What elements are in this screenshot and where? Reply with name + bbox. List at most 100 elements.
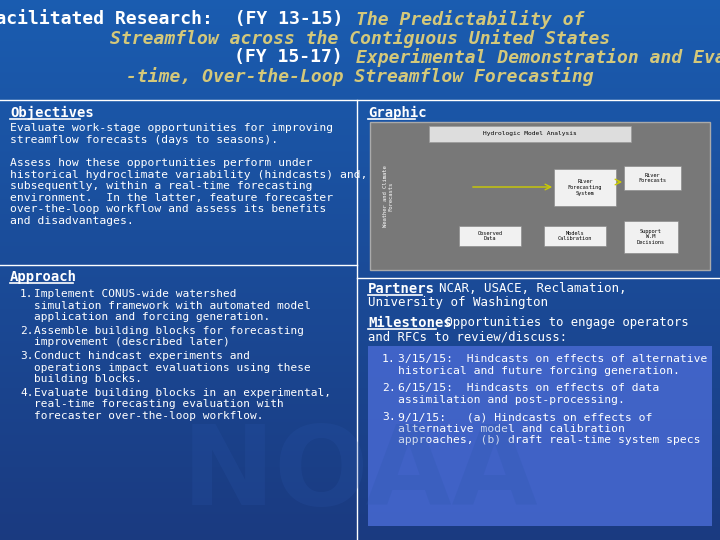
Bar: [0, 304, 720, 305]
Bar: [0, 228, 720, 229]
Bar: [0, 515, 720, 516]
Bar: [0, 36, 720, 37]
Bar: [0, 334, 720, 335]
Bar: [0, 144, 720, 145]
Bar: [0, 291, 720, 292]
Text: -time, Over-the-Loop Streamflow Forecasting: -time, Over-the-Loop Streamflow Forecast…: [126, 67, 594, 86]
Bar: [0, 498, 720, 499]
Bar: [0, 400, 720, 401]
Bar: [0, 537, 720, 538]
Bar: [0, 319, 720, 320]
Bar: [0, 508, 720, 509]
Bar: [0, 490, 720, 491]
Bar: [0, 386, 720, 387]
Bar: [0, 167, 720, 168]
Bar: [0, 388, 720, 389]
Bar: [0, 208, 720, 209]
Bar: [0, 165, 720, 166]
Bar: [0, 474, 720, 475]
FancyBboxPatch shape: [368, 346, 712, 526]
Bar: [0, 327, 720, 328]
Bar: [0, 412, 720, 413]
Bar: [0, 355, 720, 356]
Bar: [0, 354, 720, 355]
Bar: [0, 145, 720, 146]
Text: (FY 15-17): (FY 15-17): [235, 48, 354, 66]
Bar: [0, 181, 720, 182]
Bar: [0, 443, 720, 444]
Bar: [0, 158, 720, 159]
Bar: [0, 80, 720, 81]
Bar: [0, 476, 720, 477]
Bar: [0, 21, 720, 22]
Bar: [0, 225, 720, 226]
Bar: [0, 170, 720, 171]
Bar: [0, 177, 720, 178]
Bar: [0, 393, 720, 394]
Bar: [0, 335, 720, 336]
Bar: [0, 4, 720, 5]
Bar: [0, 211, 720, 212]
Bar: [0, 178, 720, 179]
Bar: [0, 120, 720, 121]
Bar: [0, 380, 720, 381]
Bar: [0, 404, 720, 405]
Bar: [0, 464, 720, 465]
Bar: [0, 428, 720, 429]
Bar: [0, 509, 720, 510]
Bar: [0, 442, 720, 443]
Bar: [0, 135, 720, 136]
Bar: [0, 531, 720, 532]
Bar: [0, 242, 720, 243]
Text: S&T Facilitated Research:  (FY 13-15): S&T Facilitated Research: (FY 13-15): [0, 10, 354, 28]
Bar: [0, 535, 720, 536]
Bar: [0, 155, 720, 156]
Text: Models
Calibration: Models Calibration: [558, 231, 592, 241]
Bar: [0, 168, 720, 169]
Bar: [0, 487, 720, 488]
Bar: [0, 533, 720, 534]
Bar: [0, 478, 720, 479]
Bar: [0, 512, 720, 513]
Bar: [0, 234, 720, 235]
Bar: [0, 161, 720, 162]
Bar: [0, 360, 720, 361]
Bar: [0, 397, 720, 398]
Bar: [0, 303, 720, 304]
Bar: [0, 337, 720, 338]
Text: 6/15/15:  Hindcasts on effects of data
assimilation and post-processing.: 6/15/15: Hindcasts on effects of data as…: [398, 383, 660, 404]
Text: University of Washington: University of Washington: [368, 296, 548, 309]
Bar: [0, 529, 720, 530]
Bar: [0, 501, 720, 502]
Bar: [0, 286, 720, 287]
Bar: [0, 401, 720, 402]
Bar: [0, 345, 720, 346]
Bar: [0, 197, 720, 198]
Bar: [0, 517, 720, 518]
Bar: [0, 112, 720, 113]
Bar: [0, 302, 720, 303]
Bar: [0, 405, 720, 406]
Bar: [0, 338, 720, 339]
Bar: [0, 461, 720, 462]
Bar: [0, 486, 720, 487]
Bar: [0, 494, 720, 495]
Bar: [0, 193, 720, 194]
Bar: [0, 19, 720, 20]
Bar: [0, 270, 720, 271]
Bar: [0, 295, 720, 296]
Bar: [0, 40, 720, 41]
Bar: [0, 362, 720, 363]
Text: Evaluate building blocks in an experimental,
real-time forecasting evaluation wi: Evaluate building blocks in an experimen…: [34, 388, 331, 421]
Bar: [0, 103, 720, 104]
Text: 2.: 2.: [382, 383, 396, 393]
Bar: [0, 55, 720, 56]
Bar: [0, 214, 720, 215]
Bar: [0, 13, 720, 14]
Bar: [0, 418, 720, 419]
Bar: [0, 284, 720, 285]
Bar: [0, 8, 720, 9]
Bar: [0, 68, 720, 69]
Bar: [0, 482, 720, 483]
Bar: [0, 402, 720, 403]
